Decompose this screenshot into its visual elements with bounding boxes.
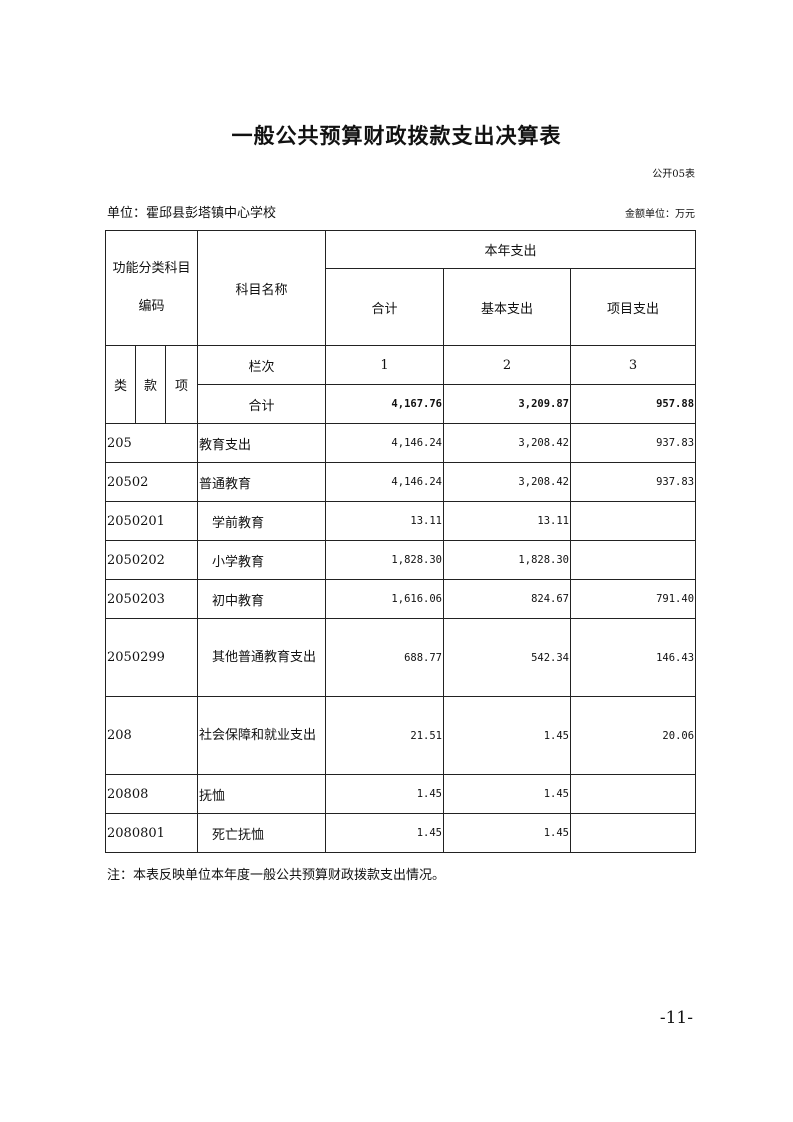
row-name: 初中教育 <box>197 579 326 619</box>
sum-name: 合计 <box>197 384 326 424</box>
sum-project: 957.88 <box>569 384 697 424</box>
row-total: 688.77 <box>325 618 444 697</box>
header-func-code: 功能分类科目编码 <box>105 230 198 346</box>
header-lei: 类 <box>105 345 136 424</box>
row-basic: 542.34 <box>443 618 571 697</box>
row-project: 937.83 <box>569 462 697 502</box>
row-code: 20502 <box>105 462 198 502</box>
row-project: 791.40 <box>569 579 697 619</box>
row-name: 普通教育 <box>197 462 326 502</box>
row-total: 13.11 <box>325 501 444 541</box>
table-row: 2050202 小学教育 1,828.30 1,828.30 <box>105 540 697 580</box>
table-row: 2050201 学前教育 13.11 13.11 <box>105 501 697 541</box>
row-total: 4,146.24 <box>325 462 444 502</box>
page-title: 一般公共预算财政拨款支出决算表 <box>231 123 562 148</box>
expenditure-table: 功能分类科目编码 科目名称 本年支出 合计 基本支出 项目支出 类 款 项 栏次… <box>105 230 697 853</box>
money-unit: 金额单位：万元 <box>625 209 695 220</box>
row-code: 2050202 <box>105 540 198 580</box>
table-row: 2050203 初中教育 1,616.06 824.67 791.40 <box>105 579 697 619</box>
row-total: 1.45 <box>325 774 444 814</box>
row-project <box>569 774 697 814</box>
row-project: 146.43 <box>569 618 697 697</box>
page-number: -11- <box>659 1008 693 1028</box>
row-name: 小学教育 <box>197 540 326 580</box>
row-basic: 1.45 <box>443 813 571 853</box>
col-3: 3 <box>569 345 697 385</box>
row-name: 死亡抚恤 <box>197 813 326 853</box>
row-total: 4,146.24 <box>325 423 444 463</box>
form-code: 公开05表 <box>652 169 695 180</box>
header-kuan: 款 <box>135 345 166 424</box>
row-project <box>569 813 697 853</box>
header-subject: 科目名称 <box>197 230 326 346</box>
row-name: 其他普通教育支出 <box>197 618 326 697</box>
col-1: 1 <box>325 345 444 385</box>
row-basic: 824.67 <box>443 579 571 619</box>
row-total: 1,616.06 <box>325 579 444 619</box>
header-project: 项目支出 <box>569 268 697 346</box>
table-row: 20808 抚恤 1.45 1.45 <box>105 774 697 814</box>
row-project <box>569 540 697 580</box>
table-row: 208 社会保障和就业支出 21.51 1.45 20.06 <box>105 696 697 775</box>
row-code: 20808 <box>105 774 198 814</box>
sum-total: 4,167.76 <box>325 384 444 424</box>
col-2: 2 <box>443 345 571 385</box>
col-label: 栏次 <box>197 345 326 385</box>
row-basic: 1.45 <box>443 696 571 775</box>
row-code: 208 <box>105 696 198 775</box>
row-basic: 1.45 <box>443 774 571 814</box>
row-total: 1.45 <box>325 813 444 853</box>
header-total: 合计 <box>325 268 444 346</box>
sum-basic: 3,209.87 <box>443 384 571 424</box>
row-code: 2050299 <box>105 618 198 697</box>
row-code: 2080801 <box>105 813 198 853</box>
table-row: 205 教育支出 4,146.24 3,208.42 937.83 <box>105 423 697 463</box>
row-code: 2050201 <box>105 501 198 541</box>
row-basic: 1,828.30 <box>443 540 571 580</box>
table-row: 2080801 死亡抚恤 1.45 1.45 <box>105 813 697 853</box>
header-this-year: 本年支出 <box>324 230 697 269</box>
row-code: 205 <box>105 423 198 463</box>
unit-label: 单位：霍邱县彭塔镇中心学校 <box>107 206 277 221</box>
row-project: 937.83 <box>569 423 697 463</box>
row-project <box>569 501 697 541</box>
row-project: 20.06 <box>569 696 697 775</box>
row-name: 社会保障和就业支出 <box>197 696 326 775</box>
row-basic: 3,208.42 <box>443 462 571 502</box>
header-basic: 基本支出 <box>443 268 571 346</box>
row-total: 21.51 <box>325 696 444 775</box>
table-row: 2050299 其他普通教育支出 688.77 542.34 146.43 <box>105 618 697 697</box>
row-total: 1,828.30 <box>325 540 444 580</box>
row-code: 2050203 <box>105 579 198 619</box>
row-basic: 13.11 <box>443 501 571 541</box>
row-name: 教育支出 <box>197 423 326 463</box>
row-name: 抚恤 <box>197 774 326 814</box>
header-xiang: 项 <box>165 345 198 424</box>
row-name: 学前教育 <box>197 501 326 541</box>
footnote: 注：本表反映单位本年度一般公共预算财政拨款支出情况。 <box>107 868 446 883</box>
row-basic: 3,208.42 <box>443 423 571 463</box>
table-row: 20502 普通教育 4,146.24 3,208.42 937.83 <box>105 462 697 502</box>
